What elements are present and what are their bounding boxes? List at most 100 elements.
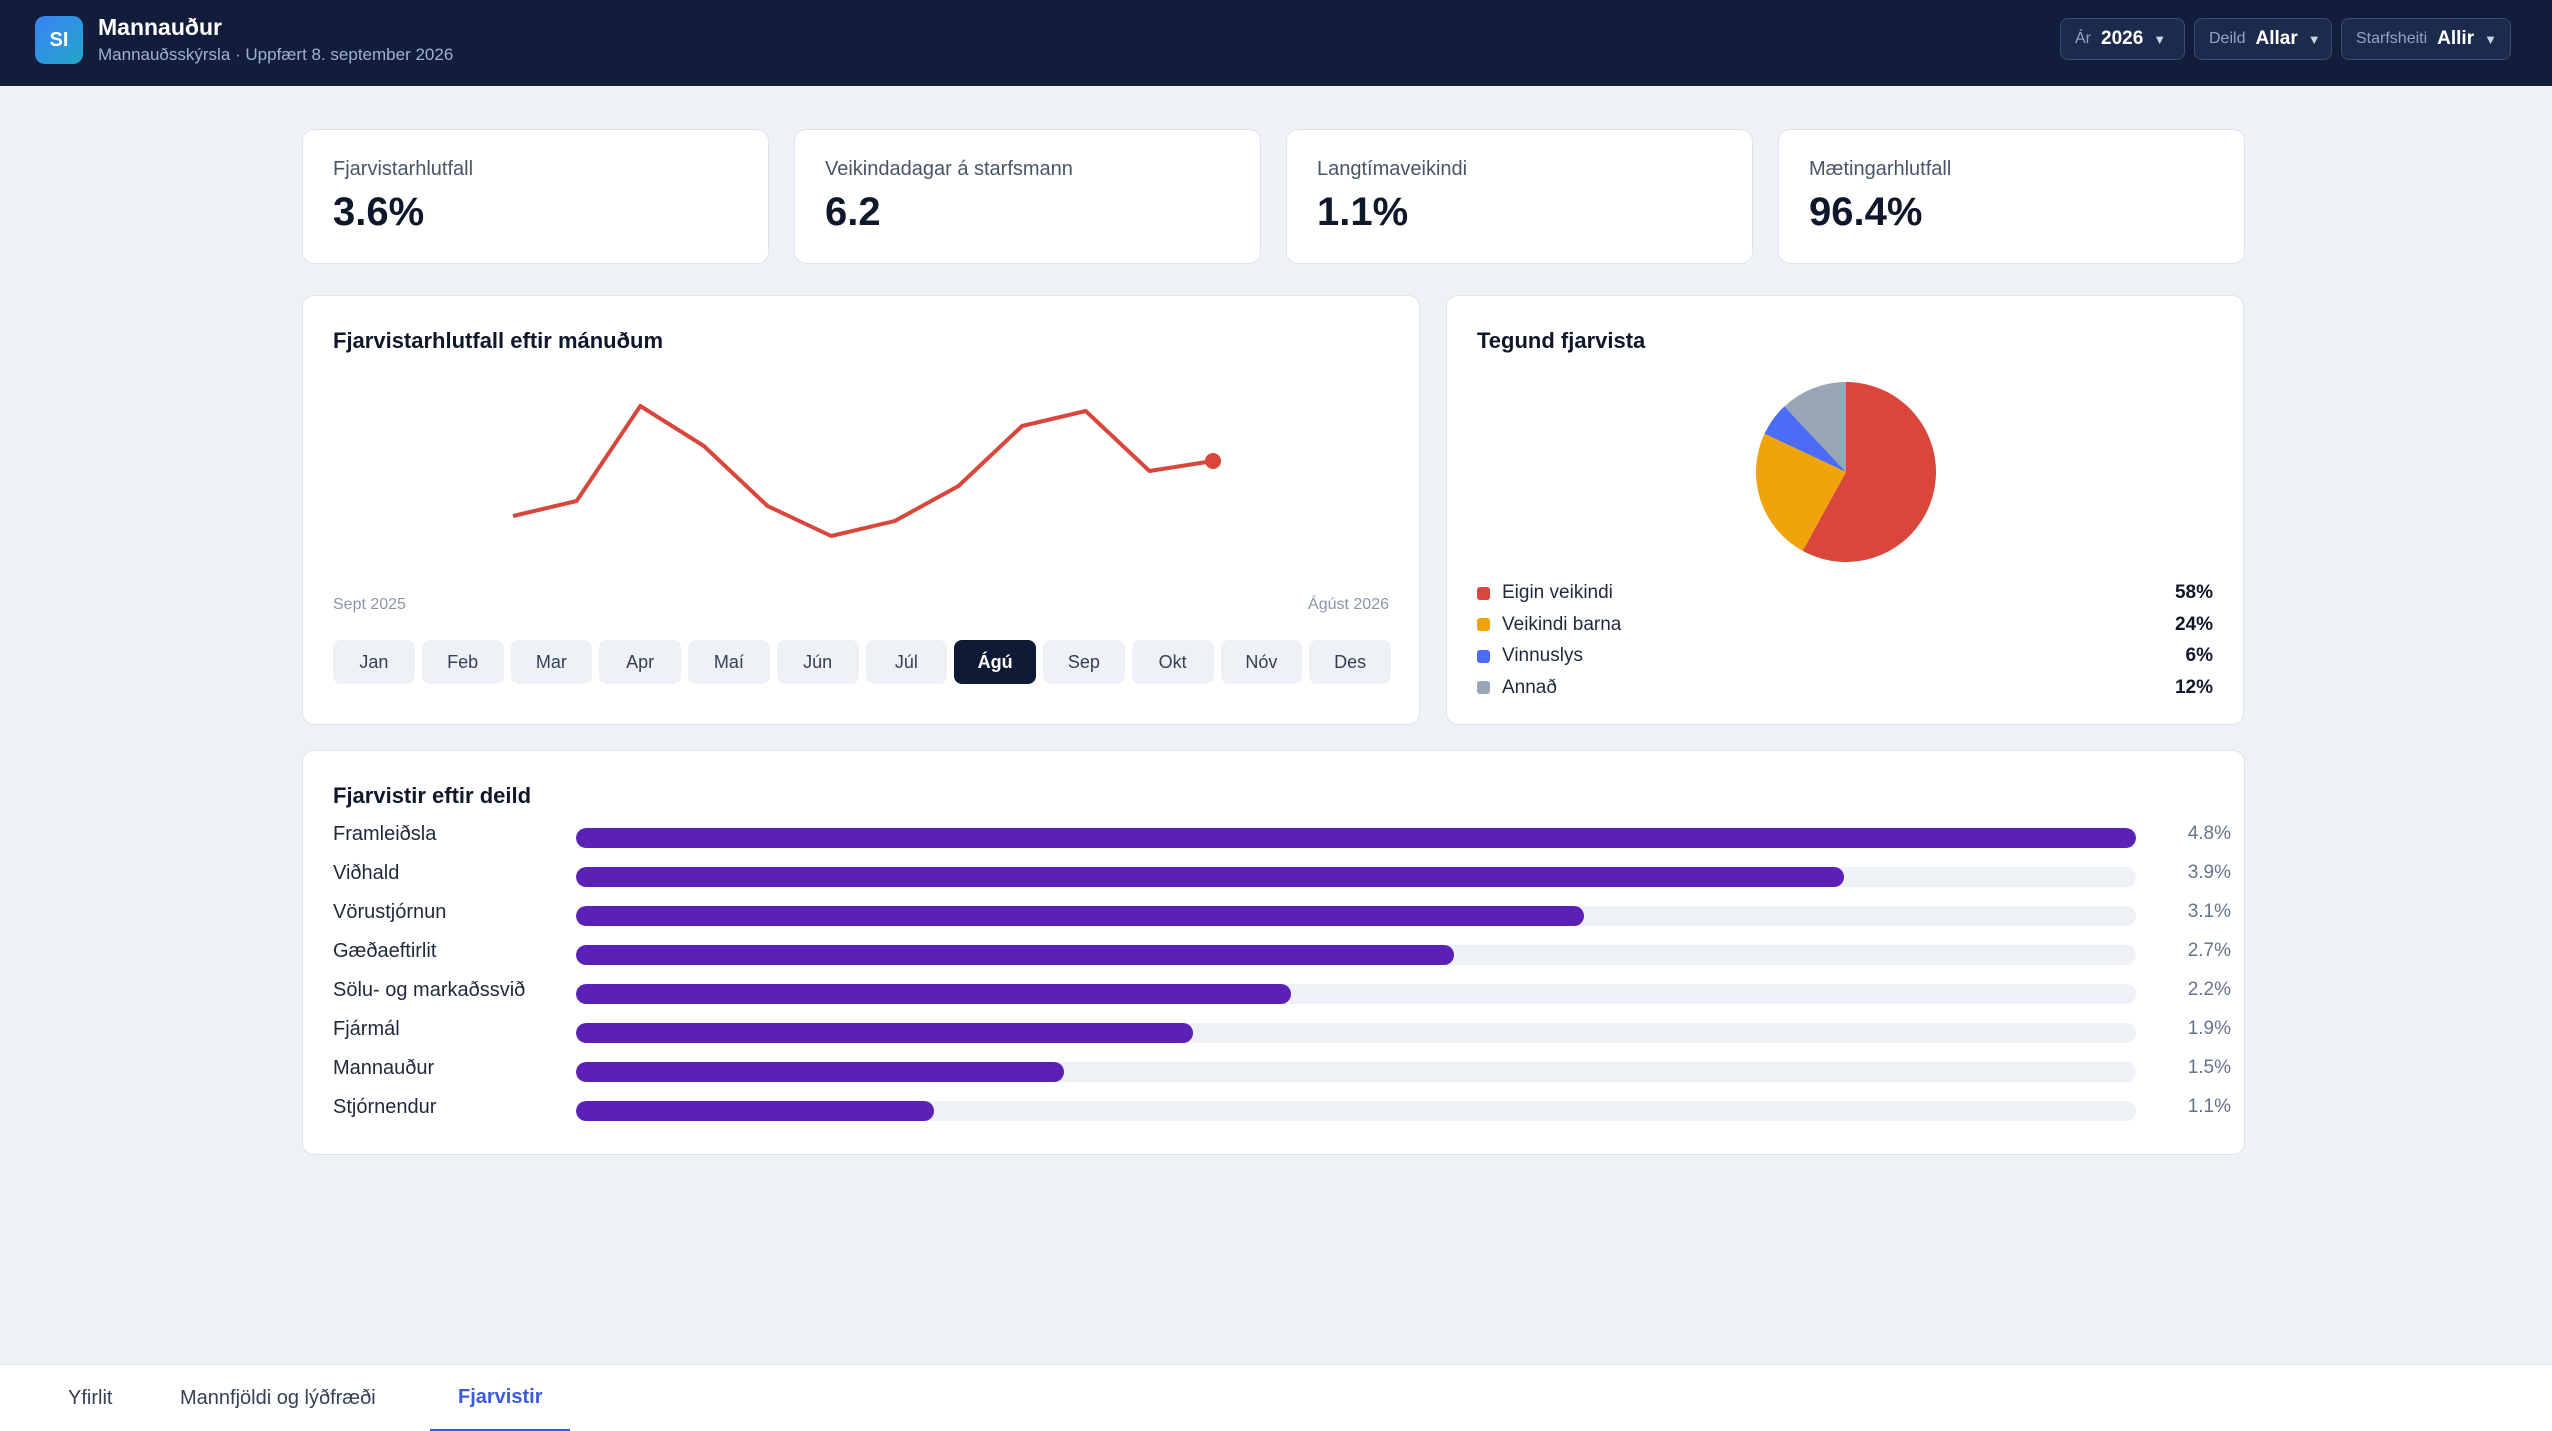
department-row: Fjármál 1.9% [333,1016,2231,1046]
department-name: Stjórnendur [333,1096,437,1118]
legend-item: Eigin veikindi 58% [1477,580,2213,606]
department-value: 2.7% [2187,940,2231,961]
month-button[interactable]: Okt [1131,640,1214,684]
tab-demographics[interactable]: Mannfjöldi og lýðfræði [180,1387,376,1409]
chevron-down-icon: ▼ [2307,31,2321,47]
department-value: 1.5% [2187,1057,2231,1078]
department-name: Sölu- og markaðssvið [333,979,526,1001]
filter-value: 2026 [2101,28,2144,49]
kpi-value: 96.4% [1809,190,1923,234]
bottom-tab-bar: Yfirlit Mannfjöldi og lýðfræði Fjarvisti… [0,1364,2552,1431]
trend-end-label: Ágúst 2026 [1308,596,1389,613]
legend-label: Veikindi barna [1502,613,1622,635]
kpi-label: Veikindadagar á starfsmann [825,158,1073,180]
kpi-absence-rate: Fjarvistarhlutfall 3.6% [302,129,769,264]
department-name: Mannauður [333,1057,435,1079]
filter-value: Allir [2437,28,2475,49]
month-button[interactable]: Jan [333,640,415,684]
bar-track [576,828,2136,848]
bar-fill [576,1062,1064,1082]
app-subtitle: Mannauðsskýrsla · Uppfært 8. september 2… [98,45,454,64]
pie-slice [1756,433,1846,551]
month-button[interactable]: Maí [688,640,770,684]
department-value: 1.1% [2187,1096,2231,1117]
bar-track [576,984,2136,1004]
bar-fill [576,945,1454,965]
department-value: 1.9% [2187,1018,2231,1039]
kpi-value: 6.2 [825,190,881,234]
legend-swatch [1477,649,1490,663]
bar-track [576,1062,2136,1082]
department-row: Vörustjórnun 3.1% [333,899,2231,929]
trend-point [1205,453,1221,469]
legend-item: Vinnuslys 6% [1477,643,2213,669]
bar-fill [576,828,2136,848]
bar-track [576,1101,2136,1121]
department-name: Framleiðsla [333,823,437,845]
tab-absence[interactable]: Fjarvistir [430,1365,571,1431]
bar-track [576,945,2136,965]
legend-item: Annað 12% [1477,675,2213,701]
legend-value: 24% [2174,613,2213,635]
department-value: 3.1% [2187,901,2231,922]
year-filter[interactable]: Ár 2026 ▼ [2060,18,2185,60]
legend-value: 12% [2174,676,2213,698]
app-title: Mannauður [98,14,222,40]
bar-track [576,867,2136,887]
month-button[interactable]: Júl [865,640,948,684]
month-button[interactable]: Ágú [954,640,1036,684]
department-name: Gæðaeftirlit [333,940,437,962]
month-button[interactable]: Des [1309,640,1391,684]
filter-value: Allar [2255,28,2298,49]
bar-fill [576,1101,934,1121]
department-filter[interactable]: Deild Allar ▼ [2194,18,2332,60]
department-value: 4.8% [2187,823,2231,844]
card-title: Fjarvistir eftir deild [333,783,532,808]
month-button[interactable]: Mar [510,640,593,684]
kpi-value: 3.6% [333,190,425,234]
tab-overview[interactable]: Yfirlit [68,1387,113,1409]
legend-swatch [1477,586,1490,600]
app-logo: SI [35,16,83,64]
legend-swatch [1477,618,1490,631]
department-name: Vörustjórnun [333,901,447,923]
bar-fill [576,1023,1194,1043]
absence-trend-card: Fjarvistarhlutfall eftir mánuðum Sept 20… [302,295,1420,725]
chevron-down-icon: ▼ [2484,31,2497,47]
legend-swatch [1477,681,1490,694]
kpi-sick-days: Veikindadagar á starfsmann 6.2 [794,129,1261,264]
kpi-attendance-rate: Mætingarhlutfall 96.4% [1778,129,2245,264]
chevron-down-icon: ▼ [2153,31,2167,47]
month-button[interactable]: Nóv [1220,640,1303,684]
month-button[interactable]: Jún [776,640,859,684]
legend-value: 6% [2185,645,2213,666]
department-row: Gæðaeftirlit 2.7% [333,938,2231,968]
department-name: Viðhald [333,862,400,884]
kpi-value: 1.1% [1317,190,1409,234]
job-title-filter[interactable]: Starfsheiti Allir ▼ [2341,18,2511,60]
kpi-label: Mætingarhlutfall [1809,158,1952,180]
bar-fill [576,867,1844,887]
legend-label: Vinnuslys [1502,645,1583,666]
month-selector: Jan Feb Mar Apr Maí Jún Júl Ágú Sep Okt Nóv Des [333,640,1391,684]
filter-label: Deild [2209,30,2246,47]
trend-line [512,404,1214,538]
department-value: 2.2% [2187,979,2231,1000]
legend-label: Eigin veikindi [1502,582,1613,603]
month-button[interactable]: Apr [599,640,681,684]
pie-slice [1764,406,1846,472]
department-row: Stjórnendur 1.1% [333,1094,2231,1124]
filter-label: Ár [2075,30,2091,47]
legend-item: Veikindi barna 24% [1477,612,2213,638]
department-row: Framleiðsla 4.8% [333,821,2231,851]
pie-slice [1802,382,1936,562]
department-row: Sölu- og markaðssvið 2.2% [333,977,2231,1007]
legend-label: Annað [1502,676,1557,698]
absence-by-department-card: Fjarvistir eftir deild Framleiðsla 4.8% Vi… [302,750,2245,1155]
kpi-label: Langtímaveikindi [1317,158,1468,180]
filter-label: Starfsheiti [2356,30,2428,47]
bar-fill [576,984,1291,1004]
department-name: Fjármál [333,1018,400,1040]
month-button[interactable]: Feb [421,640,504,684]
month-button[interactable]: Sep [1043,640,1125,684]
